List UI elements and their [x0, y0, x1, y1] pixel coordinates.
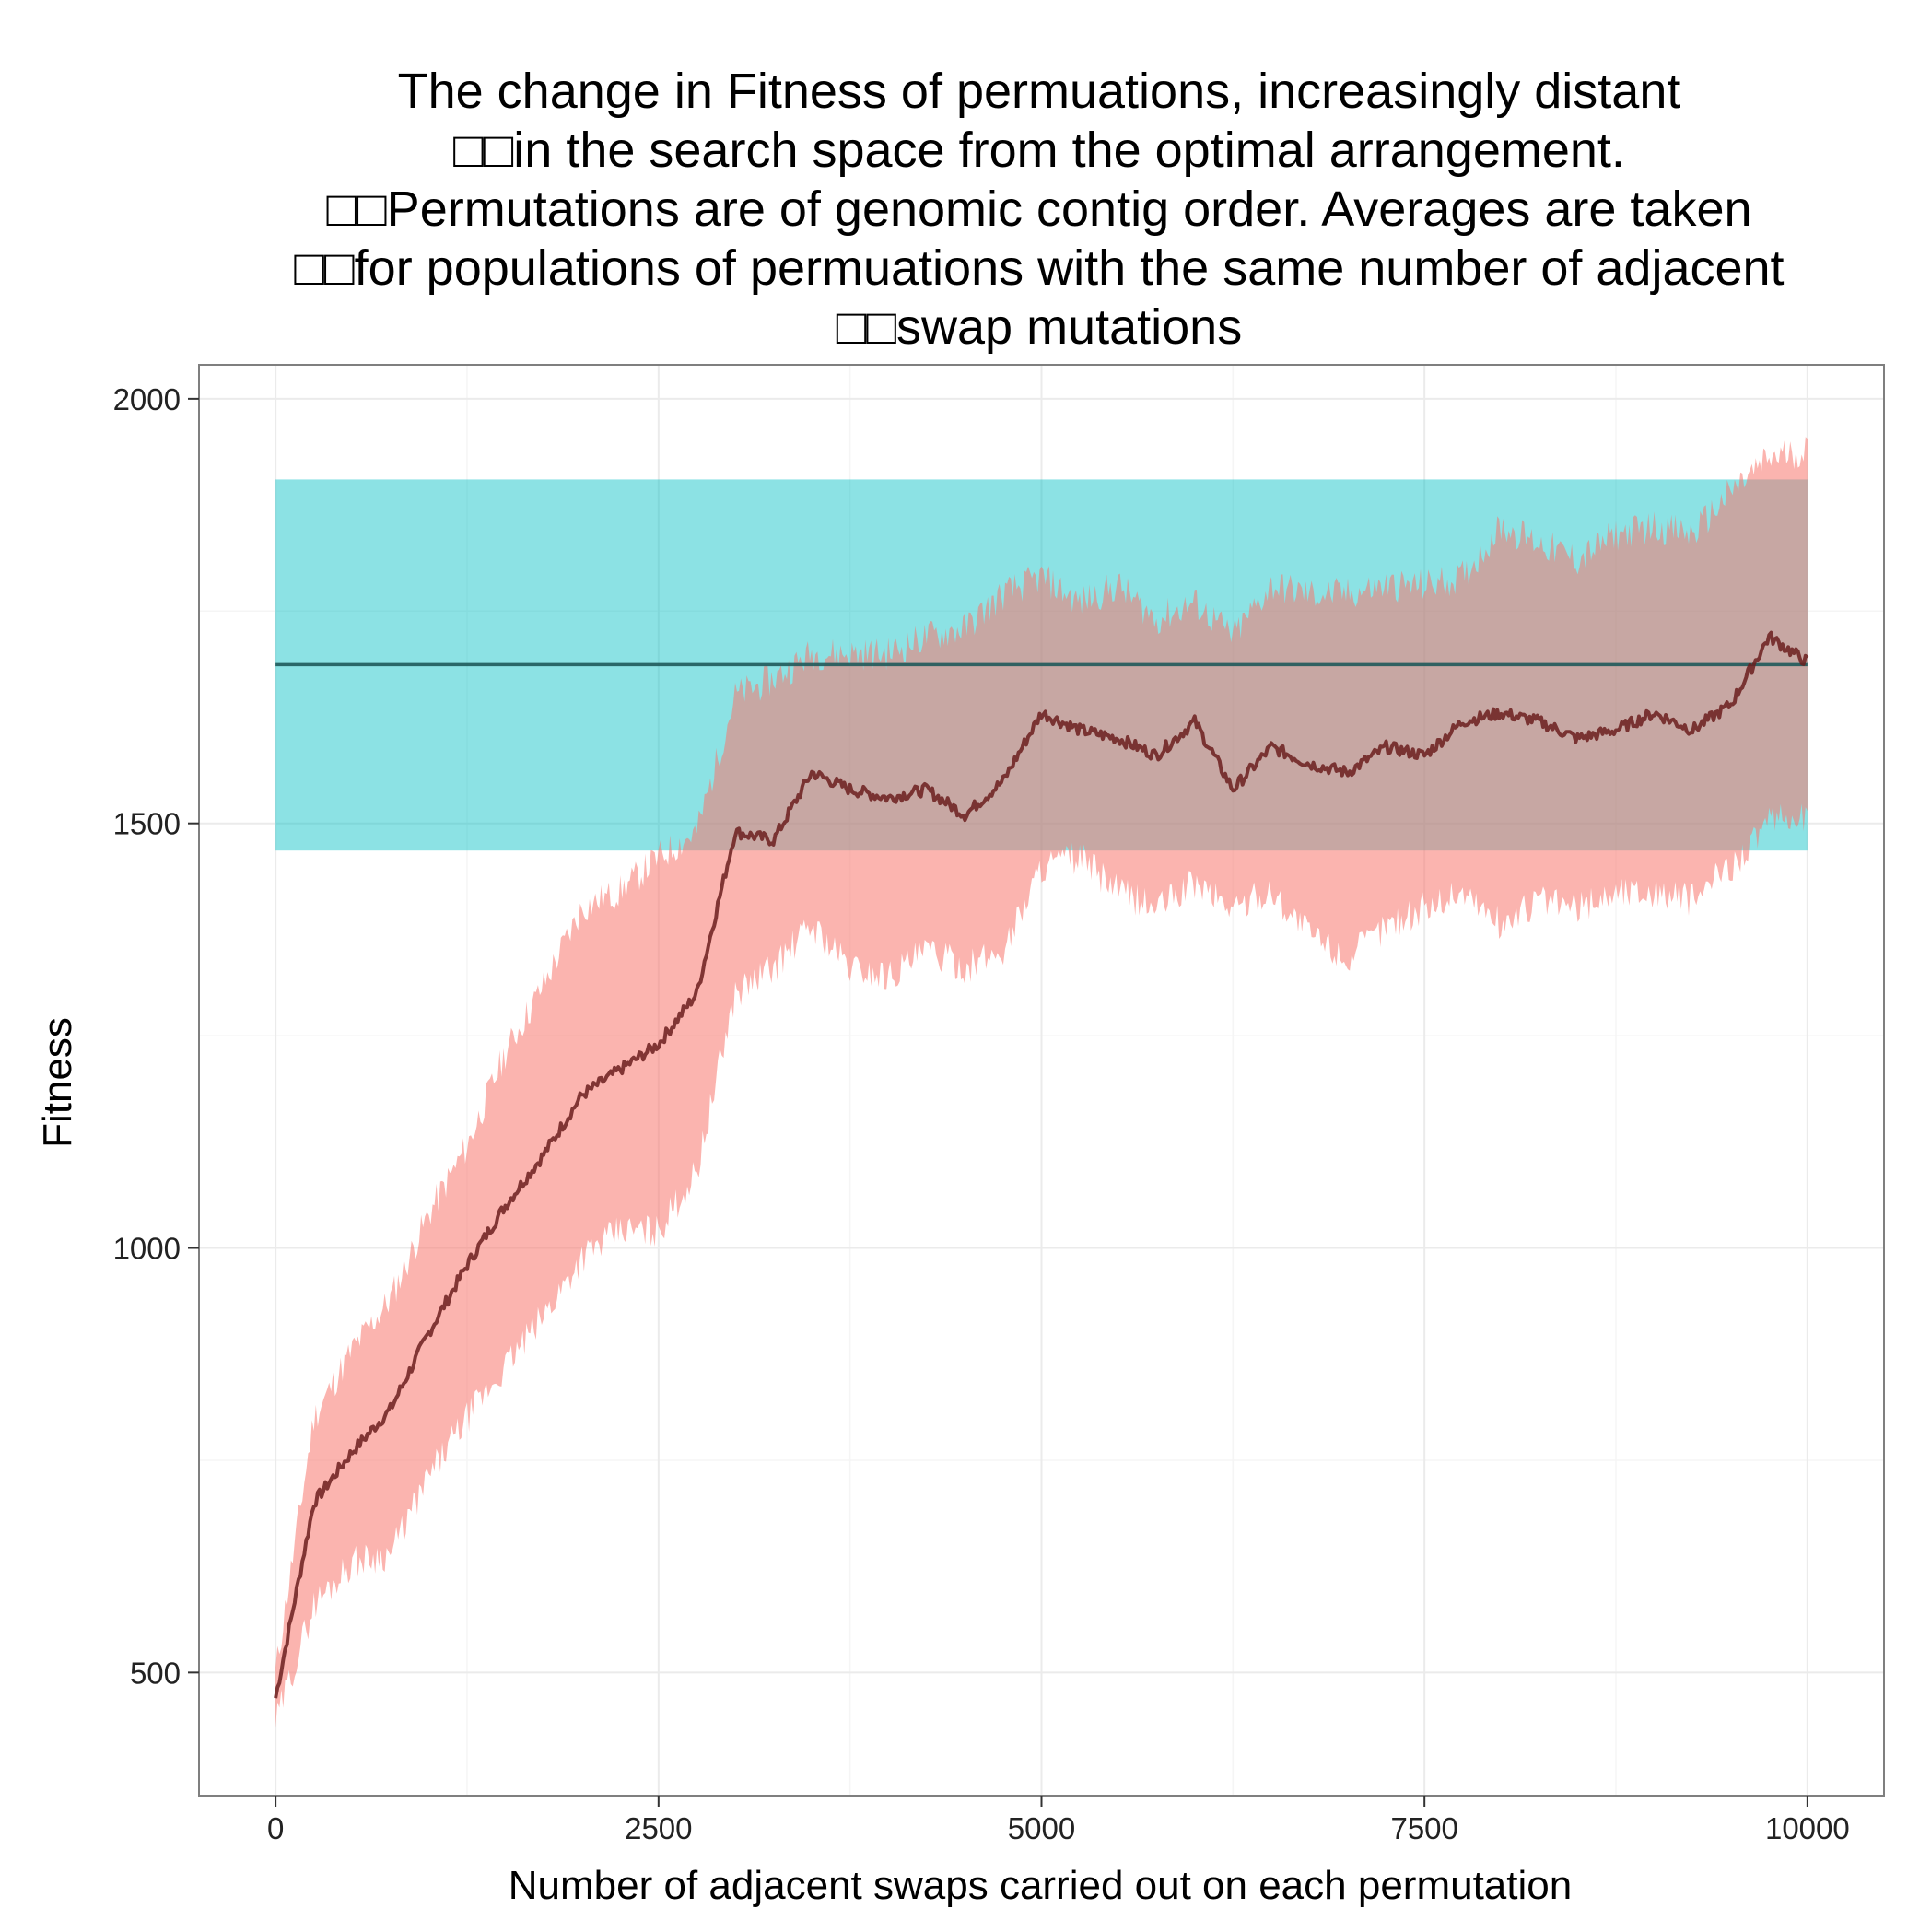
y-axis-title: Fitness [35, 1017, 80, 1148]
y-tick-label: 1500 [113, 807, 181, 841]
y-tick-label: 500 [130, 1656, 181, 1690]
y-tick-label: 1000 [113, 1232, 181, 1266]
x-tick-label: 5000 [1008, 1811, 1075, 1845]
x-tick-label: 2500 [625, 1811, 692, 1845]
x-axis-title: Number of adjacent swaps carried out on … [509, 1863, 1572, 1908]
x-tick-label: 10000 [1765, 1811, 1850, 1845]
plot-panel: 0 2500 5000 7500 10000 500 1000 1500 2000 [113, 364, 1885, 1845]
chart-title: The change in Fitness of permuations, in… [294, 64, 1784, 355]
y-tick-label: 2000 [113, 382, 181, 416]
x-tick-label: 0 [267, 1811, 284, 1845]
title-line: □□for populations of permuations with th… [294, 240, 1784, 296]
permutation-mean-line [274, 630, 1809, 1699]
x-tick-label: 7500 [1390, 1811, 1457, 1845]
title-line: The change in Fitness of permuations, in… [398, 64, 1681, 119]
title-line: □□Permutations are of genomic contig ord… [326, 181, 1751, 237]
permutation-ribbon [275, 437, 1808, 1728]
title-line: □□swap mutations [837, 299, 1242, 355]
title-line: □□in the search space from the optimal a… [453, 123, 1625, 178]
